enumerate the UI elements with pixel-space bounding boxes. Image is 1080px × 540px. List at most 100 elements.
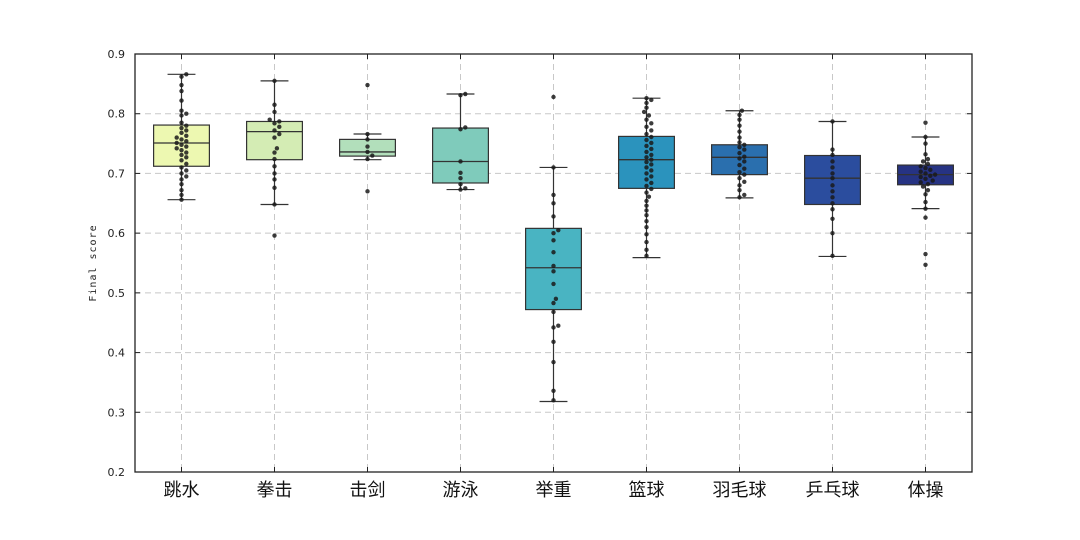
- data-point: [458, 159, 463, 164]
- data-point: [918, 174, 923, 180]
- data-point: [739, 108, 745, 113]
- data-point: [272, 109, 277, 115]
- data-point: [644, 149, 649, 155]
- data-point: [923, 120, 928, 125]
- data-point: [742, 154, 747, 159]
- data-point: [277, 131, 282, 137]
- data-point: [551, 300, 556, 306]
- data-point: [644, 105, 649, 110]
- data-point: [272, 233, 277, 238]
- category-label: 击剑: [350, 480, 386, 501]
- data-point: [737, 140, 742, 145]
- data-point: [272, 78, 277, 84]
- data-point: [179, 181, 184, 187]
- data-point: [923, 199, 928, 205]
- data-point: [737, 170, 742, 175]
- data-point: [184, 155, 189, 160]
- category-label: 举重: [536, 480, 572, 501]
- data-point: [463, 186, 468, 191]
- data-point: [644, 219, 649, 224]
- data-point: [737, 156, 742, 161]
- data-point: [184, 161, 189, 167]
- data-point: [174, 140, 179, 146]
- data-point: [644, 224, 649, 230]
- data-point: [184, 128, 189, 133]
- data-point: [737, 135, 742, 140]
- data-point: [370, 153, 375, 158]
- data-point: [644, 117, 649, 122]
- data-point: [923, 176, 928, 182]
- data-point: [458, 176, 463, 181]
- data-point: [644, 171, 649, 176]
- data-point: [649, 186, 654, 192]
- data-point: [551, 325, 556, 330]
- data-point: [179, 125, 184, 131]
- data-point: [458, 181, 463, 187]
- data-point: [830, 159, 835, 164]
- data-point: [920, 184, 926, 189]
- data-point: [179, 88, 184, 94]
- data-point: [644, 190, 649, 195]
- data-point: [179, 82, 184, 88]
- data-point: [737, 187, 742, 193]
- data-point: [272, 156, 277, 162]
- data-point: [272, 128, 277, 133]
- data-point: [644, 159, 649, 165]
- data-point: [649, 157, 654, 162]
- data-point: [179, 142, 184, 147]
- data-point: [179, 165, 184, 170]
- data-point: [644, 213, 649, 218]
- data-point: [179, 152, 184, 158]
- data-point: [742, 159, 747, 164]
- data-point: [830, 147, 835, 152]
- data-point: [277, 119, 282, 124]
- data-point: [644, 239, 649, 245]
- data-point: [458, 127, 463, 132]
- category-label: 羽毛球: [713, 480, 767, 501]
- data-point: [830, 253, 835, 259]
- data-point: [830, 171, 835, 176]
- data-point: [830, 165, 835, 170]
- data-point: [830, 183, 835, 188]
- data-point: [923, 206, 928, 211]
- data-point: [179, 158, 184, 163]
- data-point: [649, 128, 654, 133]
- data-point: [551, 201, 556, 206]
- y-axis-title: Final score: [88, 224, 99, 301]
- data-point: [551, 250, 556, 255]
- data-point: [925, 156, 931, 162]
- data-point: [274, 146, 280, 151]
- data-point: [649, 152, 654, 158]
- data-point: [644, 177, 649, 182]
- data-point: [179, 147, 184, 153]
- data-point: [649, 174, 654, 179]
- data-point: [830, 201, 835, 206]
- data-point: [267, 117, 272, 122]
- data-point: [551, 192, 556, 198]
- data-point: [551, 263, 556, 269]
- data-point: [644, 165, 649, 170]
- data-point: [179, 187, 184, 193]
- data-point: [923, 215, 928, 220]
- data-point: [551, 359, 556, 365]
- data-point: [556, 227, 561, 233]
- category-label: 乒乓球: [806, 480, 860, 501]
- category-label: 体操: [908, 480, 944, 501]
- data-point: [551, 339, 556, 345]
- data-point: [553, 296, 559, 302]
- data-point: [737, 176, 742, 181]
- data-point: [830, 195, 835, 200]
- data-point: [184, 133, 189, 139]
- data-point: [365, 131, 370, 137]
- data-point: [925, 181, 931, 187]
- data-point: [551, 398, 556, 403]
- data-point: [644, 208, 649, 213]
- data-point: [463, 125, 468, 130]
- data-point: [737, 112, 742, 118]
- data-point: [649, 180, 654, 186]
- data-point: [458, 170, 463, 176]
- data-point: [551, 94, 556, 100]
- y-tick-label: 0.6: [108, 227, 126, 240]
- data-point: [742, 147, 747, 152]
- data-point: [179, 113, 184, 118]
